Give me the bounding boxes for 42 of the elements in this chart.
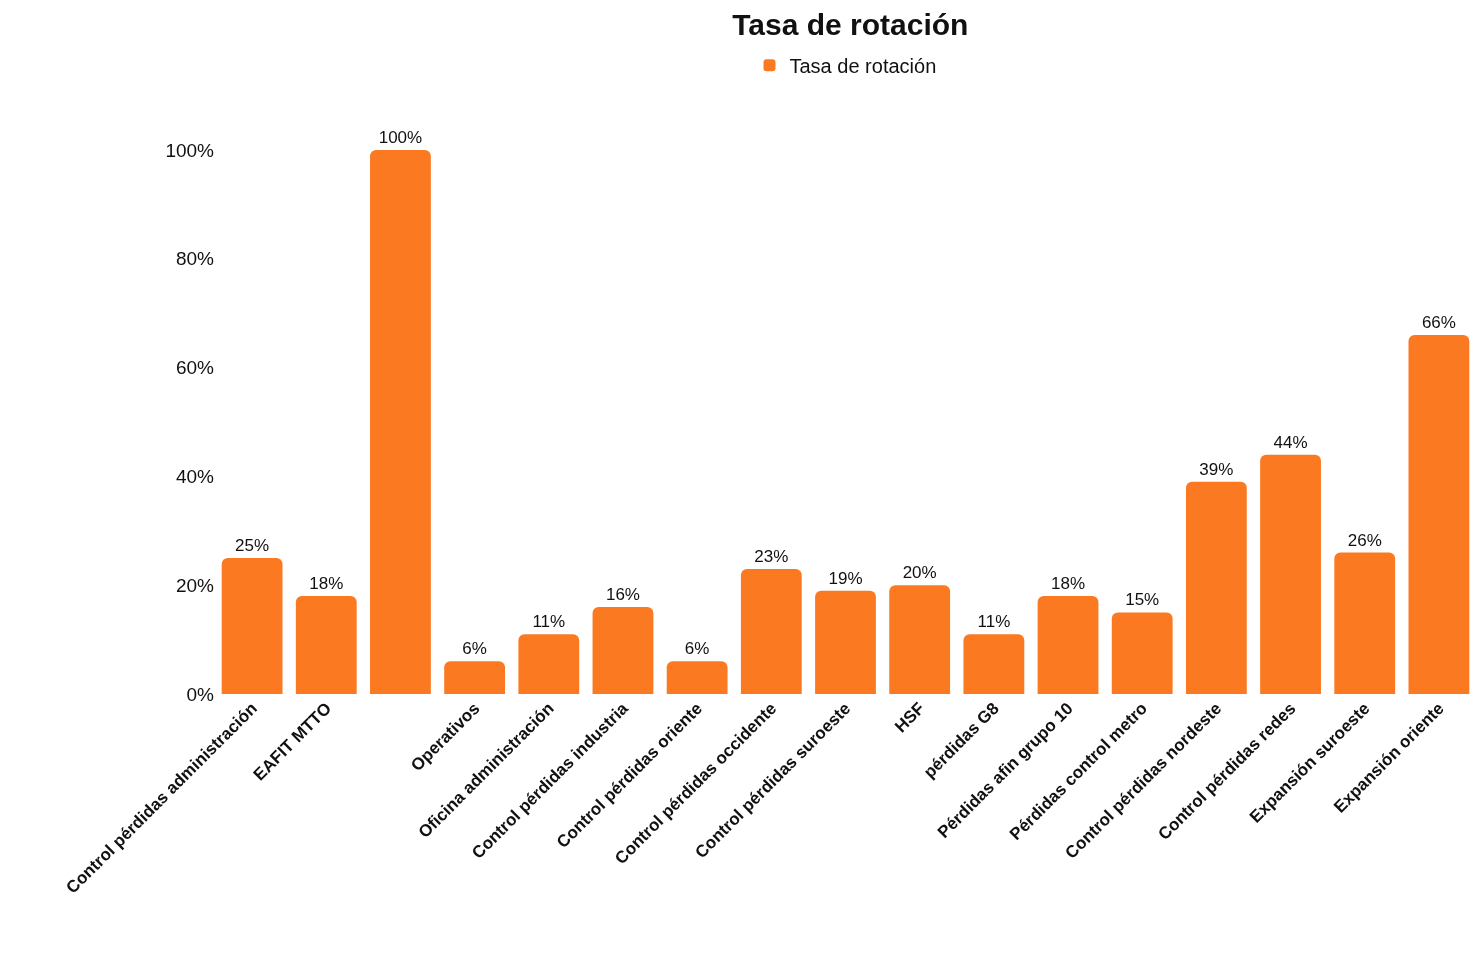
legend-label: Tasa de rotación (789, 55, 937, 78)
bar (815, 590, 876, 694)
bar (1260, 454, 1321, 694)
bar (963, 634, 1025, 694)
bar (1334, 552, 1396, 694)
bar (592, 606, 654, 694)
data-label: 18% (309, 574, 344, 594)
y-tick-label: 20% (175, 574, 215, 596)
data-label: 16% (605, 584, 640, 604)
data-label: 26% (1347, 530, 1382, 550)
data-label: 11% (532, 612, 566, 632)
bar (889, 585, 951, 694)
chart-title: Tasa de rotación (732, 8, 969, 42)
bar (444, 661, 506, 694)
bar (295, 596, 357, 694)
data-label: 6% (462, 639, 487, 659)
y-tick-label: 40% (175, 466, 215, 488)
bar (221, 558, 283, 694)
data-label: 25% (235, 536, 270, 555)
data-label: 6% (684, 639, 710, 659)
bar (1185, 481, 1247, 694)
y-tick-label: 60% (175, 357, 215, 379)
data-label: 39% (1199, 459, 1234, 479)
data-label: 15% (1125, 590, 1160, 610)
bar (1037, 596, 1099, 694)
data-label: 18% (1051, 574, 1086, 594)
bar (740, 568, 802, 694)
bar (1408, 334, 1470, 694)
data-label: 23% (754, 546, 789, 566)
data-label: 44% (1273, 432, 1308, 452)
y-tick-label: 0% (186, 683, 215, 705)
y-tick-label: 80% (175, 248, 215, 270)
bar (1111, 612, 1173, 694)
data-label: 100% (378, 128, 423, 147)
data-label: 19% (828, 568, 863, 588)
data-label: 66% (1421, 312, 1456, 332)
data-label: 11% (977, 612, 1011, 632)
data-label: 20% (902, 563, 937, 583)
bar (518, 634, 580, 694)
y-tick-label: 100% (165, 139, 215, 161)
bar (666, 661, 728, 694)
bar (370, 150, 431, 694)
